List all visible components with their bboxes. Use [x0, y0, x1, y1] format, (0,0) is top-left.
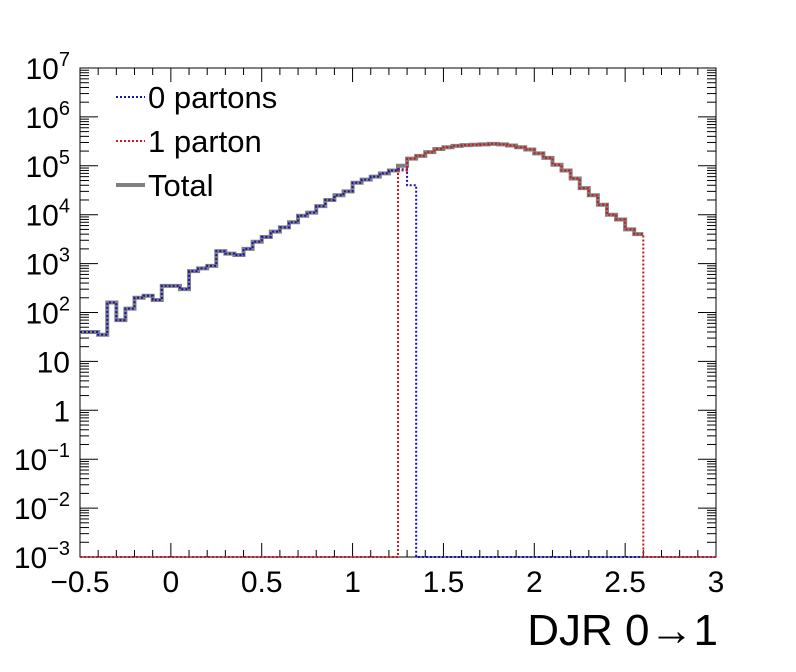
x-tick-label: 1: [344, 566, 361, 599]
y-tick-label: 105: [26, 147, 71, 184]
legend: 0 partons 1 parton Total: [116, 80, 277, 203]
y-tick-label: 10−3: [14, 538, 70, 575]
y-tick-label: 10−2: [14, 489, 70, 526]
axis-ticks: [79, 67, 717, 558]
series-layer: [80, 141, 716, 558]
x-tick-label: 0.5: [241, 566, 283, 599]
series-0-partons-line: [80, 168, 716, 558]
x-tick-label: −0.5: [50, 566, 109, 599]
y-tick-label: 10: [37, 346, 70, 379]
x-tick-label: 2: [526, 566, 543, 599]
y-tick-label: 103: [26, 245, 71, 282]
y-tick-label: 1: [53, 395, 70, 428]
legend-label-zero: 0 partons: [148, 80, 277, 115]
x-tick-label: 1.5: [423, 566, 465, 599]
y-tick-label: 104: [26, 196, 71, 233]
x-tick-label: 3: [708, 566, 725, 599]
y-tick-label: 107: [26, 49, 71, 86]
x-tick-label: 0: [163, 566, 180, 599]
y-tick-label: 102: [26, 294, 71, 331]
x-tick-label: 2.5: [604, 566, 646, 599]
tick-labels: −0.5 0 0.5 1 1.5 2 2.5 3 10−3 10−2 10−1 1 10 102 103 10…: [14, 49, 725, 599]
x-axis-label: DJR 0→1: [527, 606, 718, 655]
series-1-parton-line: [80, 142, 716, 558]
legend-label-one: 1 parton: [148, 124, 262, 159]
y-tick-label: 10−1: [14, 440, 70, 477]
y-tick-label: 106: [26, 98, 71, 135]
legend-label-total: Total: [148, 168, 213, 203]
